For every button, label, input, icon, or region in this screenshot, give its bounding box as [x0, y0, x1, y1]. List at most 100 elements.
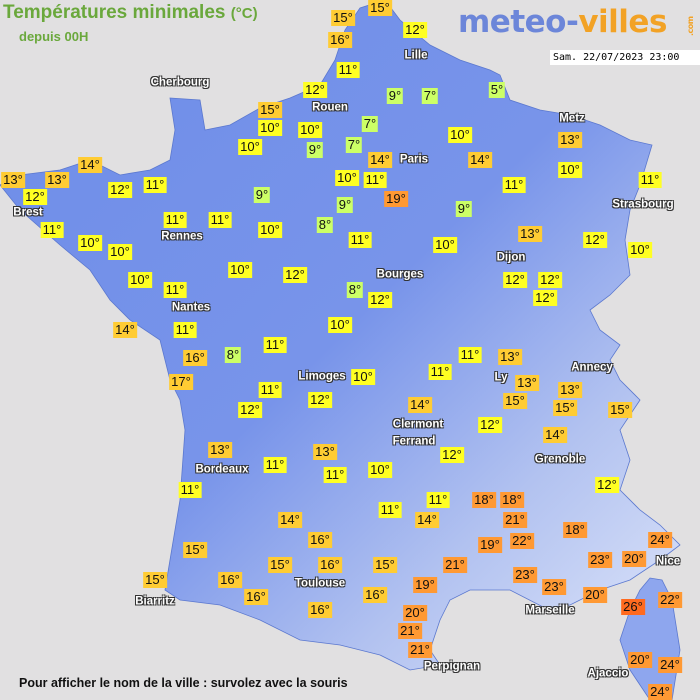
temperature-marker[interactable]: 10°: [78, 235, 102, 251]
temperature-marker[interactable]: 11°: [426, 492, 450, 508]
temperature-marker[interactable]: 12°: [533, 290, 557, 306]
temperature-marker[interactable]: 10°: [258, 222, 282, 238]
temperature-marker[interactable]: 12°: [478, 417, 502, 433]
temperature-marker[interactable]: 14°: [468, 152, 492, 168]
temperature-marker[interactable]: 11°: [178, 482, 202, 498]
temperature-marker[interactable]: 14°: [408, 397, 432, 413]
temperature-marker[interactable]: 11°: [348, 232, 372, 248]
temperature-marker[interactable]: 10°: [258, 120, 282, 136]
temperature-marker[interactable]: 16°: [218, 572, 242, 588]
temperature-marker[interactable]: 10°: [108, 244, 132, 260]
temperature-marker[interactable]: 14°: [113, 322, 137, 338]
temperature-marker[interactable]: 17°: [169, 374, 193, 390]
temperature-marker[interactable]: 7°: [421, 88, 439, 104]
temperature-marker[interactable]: 12°: [595, 477, 619, 493]
temperature-marker[interactable]: 23°: [513, 567, 537, 583]
temperature-marker[interactable]: 11°: [263, 337, 287, 353]
temperature-marker[interactable]: 11°: [378, 502, 402, 518]
temperature-marker[interactable]: 16°: [183, 350, 207, 366]
temperature-marker[interactable]: 26°: [621, 599, 645, 615]
temperature-marker[interactable]: 8°: [224, 347, 242, 363]
temperature-marker[interactable]: 11°: [363, 172, 387, 188]
temperature-marker[interactable]: 13°: [515, 375, 539, 391]
temperature-marker[interactable]: 12°: [503, 272, 527, 288]
temperature-marker[interactable]: 11°: [458, 347, 482, 363]
temperature-marker[interactable]: 13°: [45, 172, 69, 188]
temperature-marker[interactable]: 13°: [558, 132, 582, 148]
temperature-marker[interactable]: 12°: [368, 292, 392, 308]
temperature-marker[interactable]: 12°: [538, 272, 562, 288]
temperature-marker[interactable]: 7°: [361, 116, 379, 132]
temperature-marker[interactable]: 11°: [263, 457, 287, 473]
temperature-marker[interactable]: 10°: [228, 262, 252, 278]
temperature-marker[interactable]: 15°: [331, 10, 355, 26]
temperature-marker[interactable]: 10°: [351, 369, 375, 385]
temperature-marker[interactable]: 12°: [308, 392, 332, 408]
temperature-marker[interactable]: 15°: [503, 393, 527, 409]
temperature-marker[interactable]: 14°: [415, 512, 439, 528]
temperature-marker[interactable]: 18°: [563, 522, 587, 538]
temperature-marker[interactable]: 11°: [258, 382, 282, 398]
temperature-marker[interactable]: 13°: [498, 349, 522, 365]
temperature-marker[interactable]: 9°: [386, 88, 404, 104]
temperature-marker[interactable]: 20°: [622, 551, 646, 567]
temperature-marker[interactable]: 16°: [244, 589, 268, 605]
temperature-marker[interactable]: 15°: [373, 557, 397, 573]
temperature-marker[interactable]: 20°: [583, 587, 607, 603]
temperature-marker[interactable]: 16°: [328, 32, 352, 48]
temperature-marker[interactable]: 11°: [502, 177, 526, 193]
temperature-marker[interactable]: 11°: [143, 177, 167, 193]
temperature-marker[interactable]: 12°: [238, 402, 262, 418]
temperature-marker[interactable]: 15°: [258, 102, 282, 118]
temperature-marker[interactable]: 15°: [553, 400, 577, 416]
meteo-villes-logo[interactable]: meteo-villes .com: [458, 4, 695, 40]
temperature-marker[interactable]: 15°: [368, 0, 392, 16]
temperature-marker[interactable]: 21°: [443, 557, 467, 573]
temperature-marker[interactable]: 13°: [313, 444, 337, 460]
temperature-marker[interactable]: 11°: [323, 467, 347, 483]
temperature-marker[interactable]: 10°: [335, 170, 359, 186]
temperature-marker[interactable]: 13°: [1, 172, 25, 188]
temperature-marker[interactable]: 10°: [128, 272, 152, 288]
temperature-marker[interactable]: 9°: [455, 201, 473, 217]
temperature-marker[interactable]: 12°: [23, 189, 47, 205]
temperature-marker[interactable]: 12°: [440, 447, 464, 463]
temperature-marker[interactable]: 9°: [306, 142, 324, 158]
temperature-marker[interactable]: 21°: [503, 512, 527, 528]
temperature-marker[interactable]: 14°: [368, 152, 392, 168]
temperature-marker[interactable]: 24°: [648, 684, 672, 700]
temperature-marker[interactable]: 13°: [208, 442, 232, 458]
temperature-marker[interactable]: 18°: [472, 492, 496, 508]
temperature-marker[interactable]: 13°: [518, 226, 542, 242]
temperature-marker[interactable]: 15°: [268, 557, 292, 573]
temperature-marker[interactable]: 19°: [478, 537, 502, 553]
temperature-marker[interactable]: 12°: [403, 22, 427, 38]
temperature-marker[interactable]: 21°: [398, 623, 422, 639]
temperature-marker[interactable]: 5°: [488, 82, 506, 98]
temperature-marker[interactable]: 10°: [328, 317, 352, 333]
temperature-marker[interactable]: 16°: [318, 557, 342, 573]
temperature-marker[interactable]: 12°: [583, 232, 607, 248]
temperature-marker[interactable]: 20°: [628, 652, 652, 668]
temperature-marker[interactable]: 8°: [346, 282, 364, 298]
temperature-marker[interactable]: 12°: [108, 182, 132, 198]
temperature-marker[interactable]: 8°: [316, 217, 334, 233]
temperature-marker[interactable]: 9°: [253, 187, 271, 203]
temperature-marker[interactable]: 12°: [303, 82, 327, 98]
temperature-marker[interactable]: 22°: [658, 592, 682, 608]
temperature-marker[interactable]: 10°: [368, 462, 392, 478]
temperature-marker[interactable]: 20°: [403, 605, 427, 621]
temperature-marker[interactable]: 15°: [608, 402, 632, 418]
temperature-marker[interactable]: 10°: [238, 139, 262, 155]
temperature-marker[interactable]: 9°: [336, 197, 354, 213]
temperature-marker[interactable]: 7°: [345, 137, 363, 153]
temperature-marker[interactable]: 21°: [408, 642, 432, 658]
temperature-marker[interactable]: 11°: [336, 62, 360, 78]
temperature-marker[interactable]: 15°: [183, 542, 207, 558]
temperature-marker[interactable]: 16°: [308, 532, 332, 548]
temperature-marker[interactable]: 15°: [143, 572, 167, 588]
temperature-marker[interactable]: 13°: [558, 382, 582, 398]
temperature-marker[interactable]: 10°: [448, 127, 472, 143]
temperature-marker[interactable]: 11°: [163, 282, 187, 298]
temperature-marker[interactable]: 12°: [283, 267, 307, 283]
